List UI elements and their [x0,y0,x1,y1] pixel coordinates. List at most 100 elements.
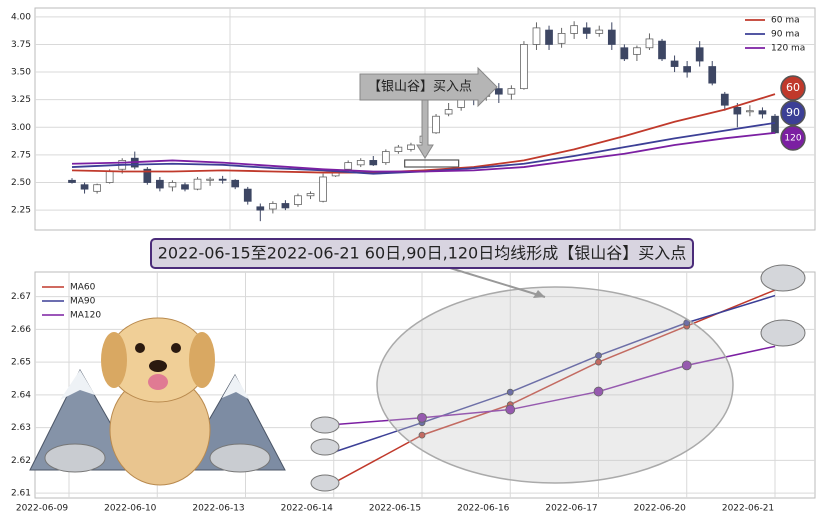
ma-line [71,93,776,174]
candle-body [670,60,679,67]
title-pointer [449,267,546,298]
title-box [150,238,694,269]
y-tick-label: 2.61 [11,489,31,499]
illustration [29,264,806,492]
candle-body [695,47,704,62]
x-tick-label: 2022-06-21 [722,504,774,514]
y-tick-label: 2.75 [11,150,31,160]
y-tick-label: 2.50 [11,178,31,188]
candle-body [444,109,453,115]
candle-body [231,179,240,188]
series-line [333,345,776,426]
series-line [333,294,776,453]
candle-body [545,29,553,45]
candle-body [193,178,202,190]
candle-body [181,184,189,190]
candle-body [243,188,252,202]
candle-body [771,115,779,134]
silver-ingot [209,443,271,473]
annotation-pointer [416,99,434,159]
candle-body [344,162,353,170]
candle-body [595,29,604,34]
dog-tongue [148,374,168,390]
chart-title: 2022-06-15至2022-06-21 60日,90日,120日均线形成【银… [158,244,687,263]
candle-body [633,47,641,55]
candle-body [507,88,516,95]
candle-body [356,160,365,166]
candle-body [520,44,528,90]
y-tick-label: 2.63 [11,423,31,433]
y-tick-label: 2.64 [11,390,31,400]
candle-body [407,144,415,150]
candle-body [369,160,378,166]
legend-label: MA90 [70,297,96,307]
annotation-arrow [359,66,498,108]
series-dot [595,352,602,359]
y-tick-label: 3.50 [11,68,31,78]
series-line [333,289,776,484]
candle-body [494,88,503,95]
dog-nose [149,360,167,372]
candle-body [607,29,616,45]
candle-body [206,178,214,181]
candle-body [645,38,654,49]
ma-badge-label: 60 [786,81,800,94]
candle-body [683,66,691,73]
candle-body [394,146,403,152]
y-tick-label: 2.66 [11,325,31,335]
series-dot [593,386,604,397]
y-tick-label: 3.75 [11,40,31,50]
legend-label: 90 ma [771,30,800,40]
candle-body [620,47,629,60]
candle-body [306,193,315,197]
silver-ingot [310,416,340,434]
candle-body [281,203,290,209]
silver-ingot [760,264,806,292]
x-tick-label: 2022-06-20 [634,504,687,514]
annotation-target [404,159,460,168]
series-dot [506,388,514,396]
candle-body [733,107,742,115]
series-dot [595,358,602,366]
mountain-snow [222,375,250,400]
ma-badge-label: 90 [786,106,800,119]
x-tick-label: 2022-06-17 [545,504,597,514]
legend-label: MA60 [70,283,96,293]
x-tick-label: 2022-06-16 [457,504,510,514]
y-tick-label: 3.25 [11,95,31,105]
candle-body [708,66,717,84]
y-tick-label: 2.67 [11,292,31,302]
candle-body [294,195,302,205]
ma-badge [780,75,806,101]
dog-ear [101,332,127,388]
x-tick-label: 2022-06-09 [16,504,69,514]
annotation-text: 【银山谷】买入点 [368,80,472,95]
series-dot [417,412,427,423]
candle-body [746,110,754,113]
y-tick-label: 4.00 [11,12,31,22]
candle-body [381,151,390,164]
dog-ear [189,332,215,388]
y-tick-label: 2.62 [11,456,31,466]
candle-body [80,184,89,190]
dog-eye [171,343,181,353]
ma-line [71,131,776,173]
ma-badge [780,125,806,151]
candle-body [758,110,767,115]
legend-label: 120 ma [771,44,805,54]
legend-label: MA120 [70,311,101,321]
candle-body [658,40,666,60]
title-pointer-head [533,290,545,298]
y-tick-label: 2.65 [11,358,31,368]
candle-body [432,115,440,134]
x-tick-label: 2022-06-15 [369,504,421,514]
y-tick-label: 2.25 [11,206,31,216]
mountain-snow [60,370,95,400]
candle-body [168,182,177,188]
candle-body [319,176,327,202]
candle-body [570,25,578,34]
ma-badge [780,100,806,126]
dog-eye [135,343,145,353]
x-tick-label: 2022-06-10 [104,504,157,514]
